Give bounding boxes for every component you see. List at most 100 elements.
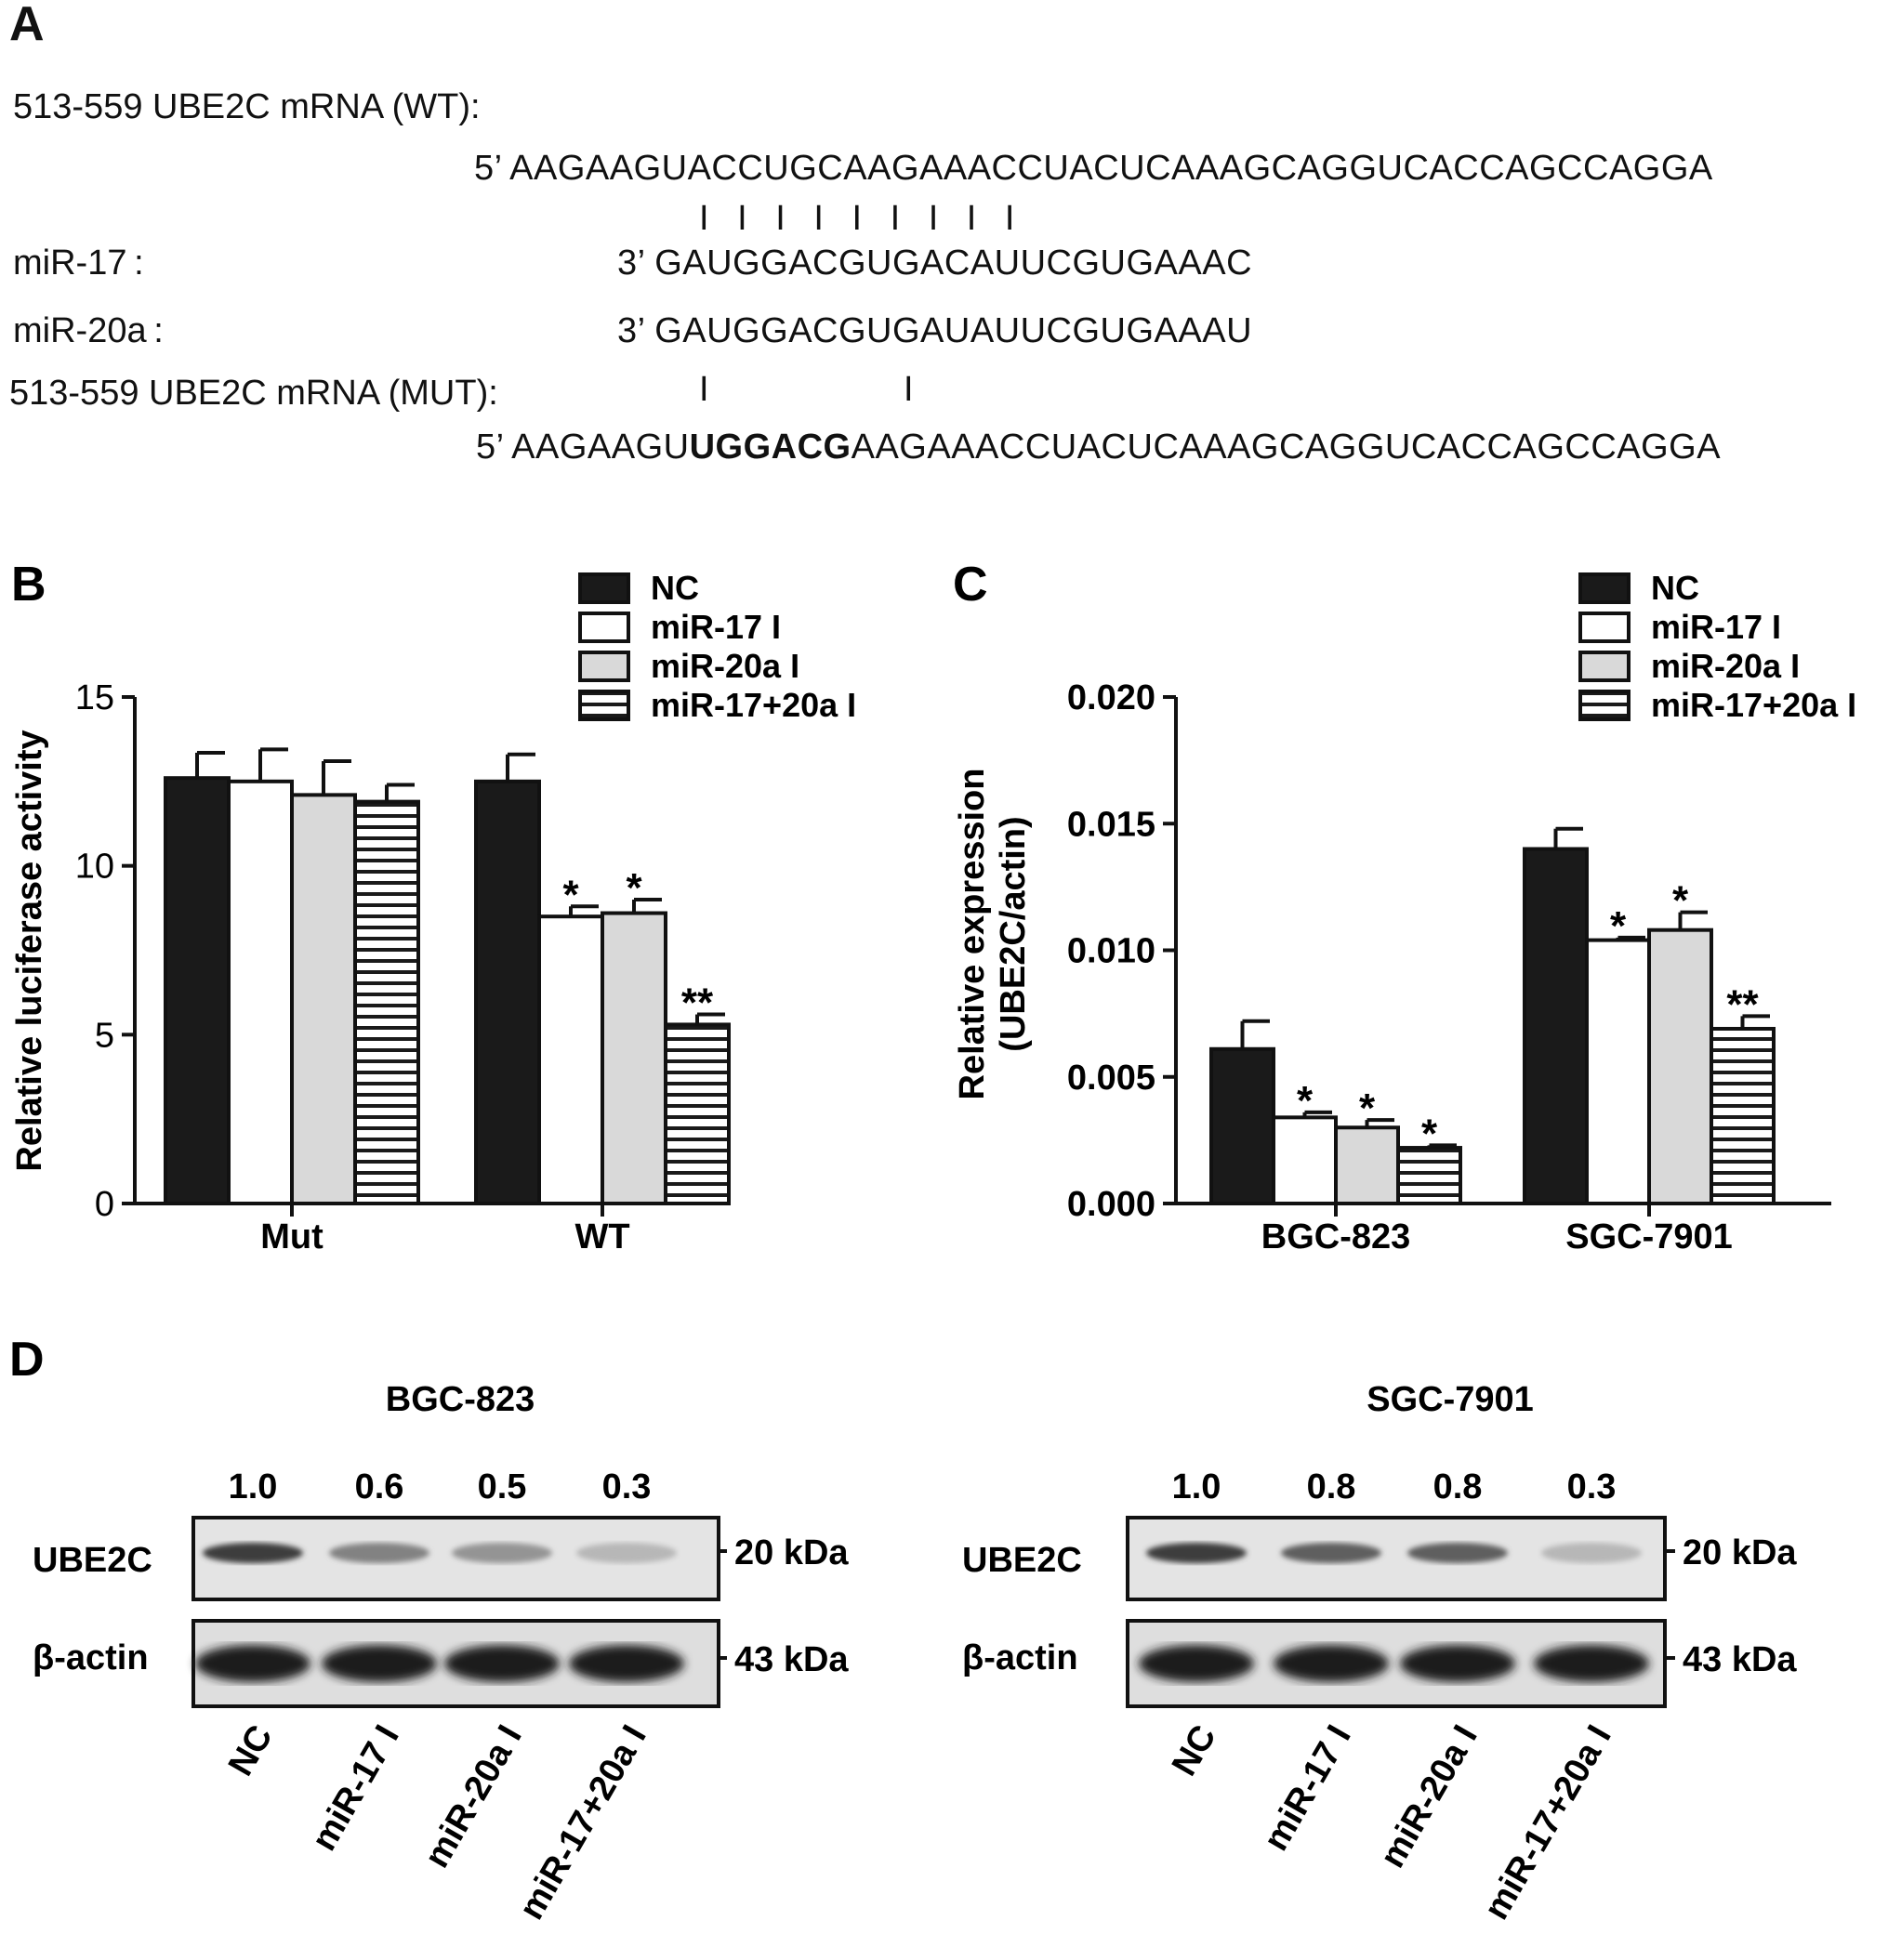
legend-swatch — [1578, 612, 1631, 643]
bar-mir-17-20a-i-bgc-823 — [1396, 1146, 1462, 1206]
legend-label: NC — [651, 569, 699, 607]
mir17-sequence: 3’ GAUGGACGUGACAUUCGUGAAAC — [617, 243, 1252, 283]
wt-sequence: 5’ AAGAAGUACCUGCAAGAAACCUACUCAAAGCAGGUCA… — [474, 149, 1713, 189]
mut-label: 513-559 UBE2C mRNA (MUT): — [9, 374, 498, 413]
x-tick-label: BGC-823 — [1261, 1217, 1411, 1256]
wt-seq: AAGAAGUACCUGCAAGAAACCUACUCAAAGCAGGUCACCA… — [509, 149, 1713, 188]
lane-label: miR-17 I — [1257, 1719, 1359, 1858]
significance-marker: * — [1672, 878, 1689, 924]
y-tick-label: 0.000 — [1067, 1185, 1155, 1224]
mir20a-prefix: 3’ — [617, 311, 645, 350]
quantification-value: 1.0 — [1172, 1467, 1221, 1506]
quantification-value: 0.8 — [1433, 1467, 1483, 1506]
y-tick-label: 0.010 — [1067, 932, 1155, 971]
legend-label: miR-17 I — [1651, 608, 1781, 646]
bar-nc-mut — [164, 776, 231, 1205]
band-ube2c — [576, 1543, 677, 1563]
significance-marker: * — [1421, 1111, 1438, 1156]
blot-title: BGC-823 — [386, 1380, 535, 1419]
quantification-value: 0.8 — [1307, 1467, 1356, 1506]
y-axis-label: Relative luciferase activity — [10, 730, 49, 1171]
bar-mir-17-i-mut — [227, 779, 294, 1205]
band-actin — [444, 1645, 560, 1682]
mir20a-seq: GAUGGACGUGAUAUUCGUGAAAU — [654, 311, 1253, 350]
band-ube2c — [452, 1543, 552, 1563]
bar-mir-20a-i-sgc-7901 — [1647, 927, 1713, 1205]
size-marker-20kda: 20 kDa — [734, 1533, 849, 1572]
mut-prefix: 5’ — [476, 428, 504, 467]
significance-marker: ** — [1726, 981, 1759, 1027]
row-label-actin: β-actin — [962, 1638, 1078, 1677]
mir17-prefix: 3’ — [617, 243, 645, 283]
bar-nc-wt — [474, 779, 541, 1205]
y-tick-label: 0.020 — [1067, 678, 1155, 717]
quantification-value: 1.0 — [229, 1467, 278, 1506]
y-tick-label: 0.015 — [1067, 805, 1155, 844]
significance-marker: * — [562, 872, 579, 917]
wt-label: 513-559 UBE2C mRNA (WT): — [13, 87, 481, 126]
legend-swatch — [578, 651, 630, 682]
row-label-ube2c: UBE2C — [33, 1541, 152, 1580]
panel-letter-d: D — [9, 1333, 45, 1387]
legend-swatch — [578, 572, 630, 604]
blot-title: SGC-7901 — [1366, 1380, 1534, 1419]
y-tick-label: 0.005 — [1067, 1059, 1155, 1098]
band-actin — [1534, 1645, 1649, 1682]
band-ube2c — [329, 1543, 429, 1563]
band-ube2c — [1407, 1543, 1508, 1563]
band-actin — [1400, 1645, 1515, 1682]
legend-label: miR-17+20a I — [1651, 686, 1856, 724]
legend-swatch — [1578, 690, 1631, 721]
lane-label: NC — [221, 1719, 281, 1783]
significance-marker: * — [1297, 1078, 1314, 1124]
y-tick-label: 15 — [75, 678, 114, 717]
significance-marker: * — [1359, 1085, 1376, 1131]
y-tick-label: 10 — [75, 848, 114, 887]
mut-sequence: 5’ AAGAAGUUGGACGAAGAAACCUACUCAAAGCAGGUCA… — [476, 428, 1721, 467]
band-ube2c — [1281, 1543, 1381, 1563]
mut-seq-mutated: UGGACG — [689, 428, 852, 467]
bar-mir-17-i-sgc-7901 — [1585, 938, 1651, 1205]
mut-pairing-right: I — [904, 370, 915, 409]
bar-mir-20a-i-bgc-823 — [1334, 1125, 1400, 1205]
band-actin — [1139, 1645, 1254, 1682]
size-marker-43kda: 43 kDa — [1683, 1640, 1797, 1679]
panel-letter-c: C — [953, 558, 988, 612]
bar-nc-bgc-823 — [1209, 1046, 1275, 1206]
bar-mir-20a-i-mut — [290, 793, 357, 1205]
bar-mir-17-20a-i-sgc-7901 — [1710, 1026, 1776, 1205]
mir20a-sequence: 3’ GAUGGACGUGAUAUUCGUGAAAU — [617, 311, 1252, 351]
legend-swatch — [1578, 572, 1631, 604]
band-actin — [322, 1645, 437, 1682]
bar-mir-20a-i-wt — [601, 911, 667, 1205]
x-tick-label: Mut — [260, 1217, 323, 1256]
y-tick-label: 5 — [95, 1016, 114, 1055]
legend-label: miR-17+20a I — [651, 686, 856, 724]
legend-swatch — [578, 690, 630, 721]
row-label-ube2c: UBE2C — [962, 1541, 1082, 1580]
row-label-actin: β-actin — [33, 1638, 149, 1677]
legend-label: miR-20a I — [651, 647, 799, 685]
quantification-value: 0.5 — [478, 1467, 527, 1506]
band-actin — [569, 1645, 684, 1682]
mut-pairing-left: I — [699, 370, 710, 409]
bar-mir-17-i-bgc-823 — [1272, 1115, 1338, 1205]
mir17-seq: GAUGGACGUGACAUUCGUGAAAC — [654, 243, 1253, 283]
quantification-value: 0.3 — [1567, 1467, 1617, 1506]
band-actin — [1274, 1645, 1389, 1682]
band-ube2c — [1541, 1543, 1642, 1563]
lane-label: miR-20a I — [1373, 1719, 1485, 1874]
bar-mir-17-20a-i-wt — [664, 1022, 731, 1206]
legend-label: NC — [1651, 569, 1699, 607]
significance-marker: ** — [681, 980, 714, 1026]
band-actin — [195, 1645, 310, 1682]
mut-seq-b: AAGAAACCUACUCAAAGCAGGUCACCAGCCAGGA — [851, 428, 1722, 467]
x-tick-label: WT — [574, 1217, 629, 1256]
y-axis-label-line2: (UBE2C/actin) — [994, 816, 1033, 1051]
bar-mir-17-20a-i-mut — [353, 799, 420, 1206]
legend-swatch — [1578, 651, 1631, 682]
legend-label: miR-20a I — [1651, 647, 1800, 685]
mir17-label: miR-17 : — [13, 243, 144, 283]
panel-d: D BGC-823 1.0 0.6 0.5 0.3 UBE2C β-actin 20 kDa 43… — [9, 1333, 1797, 1927]
size-marker-20kda: 20 kDa — [1683, 1533, 1797, 1572]
